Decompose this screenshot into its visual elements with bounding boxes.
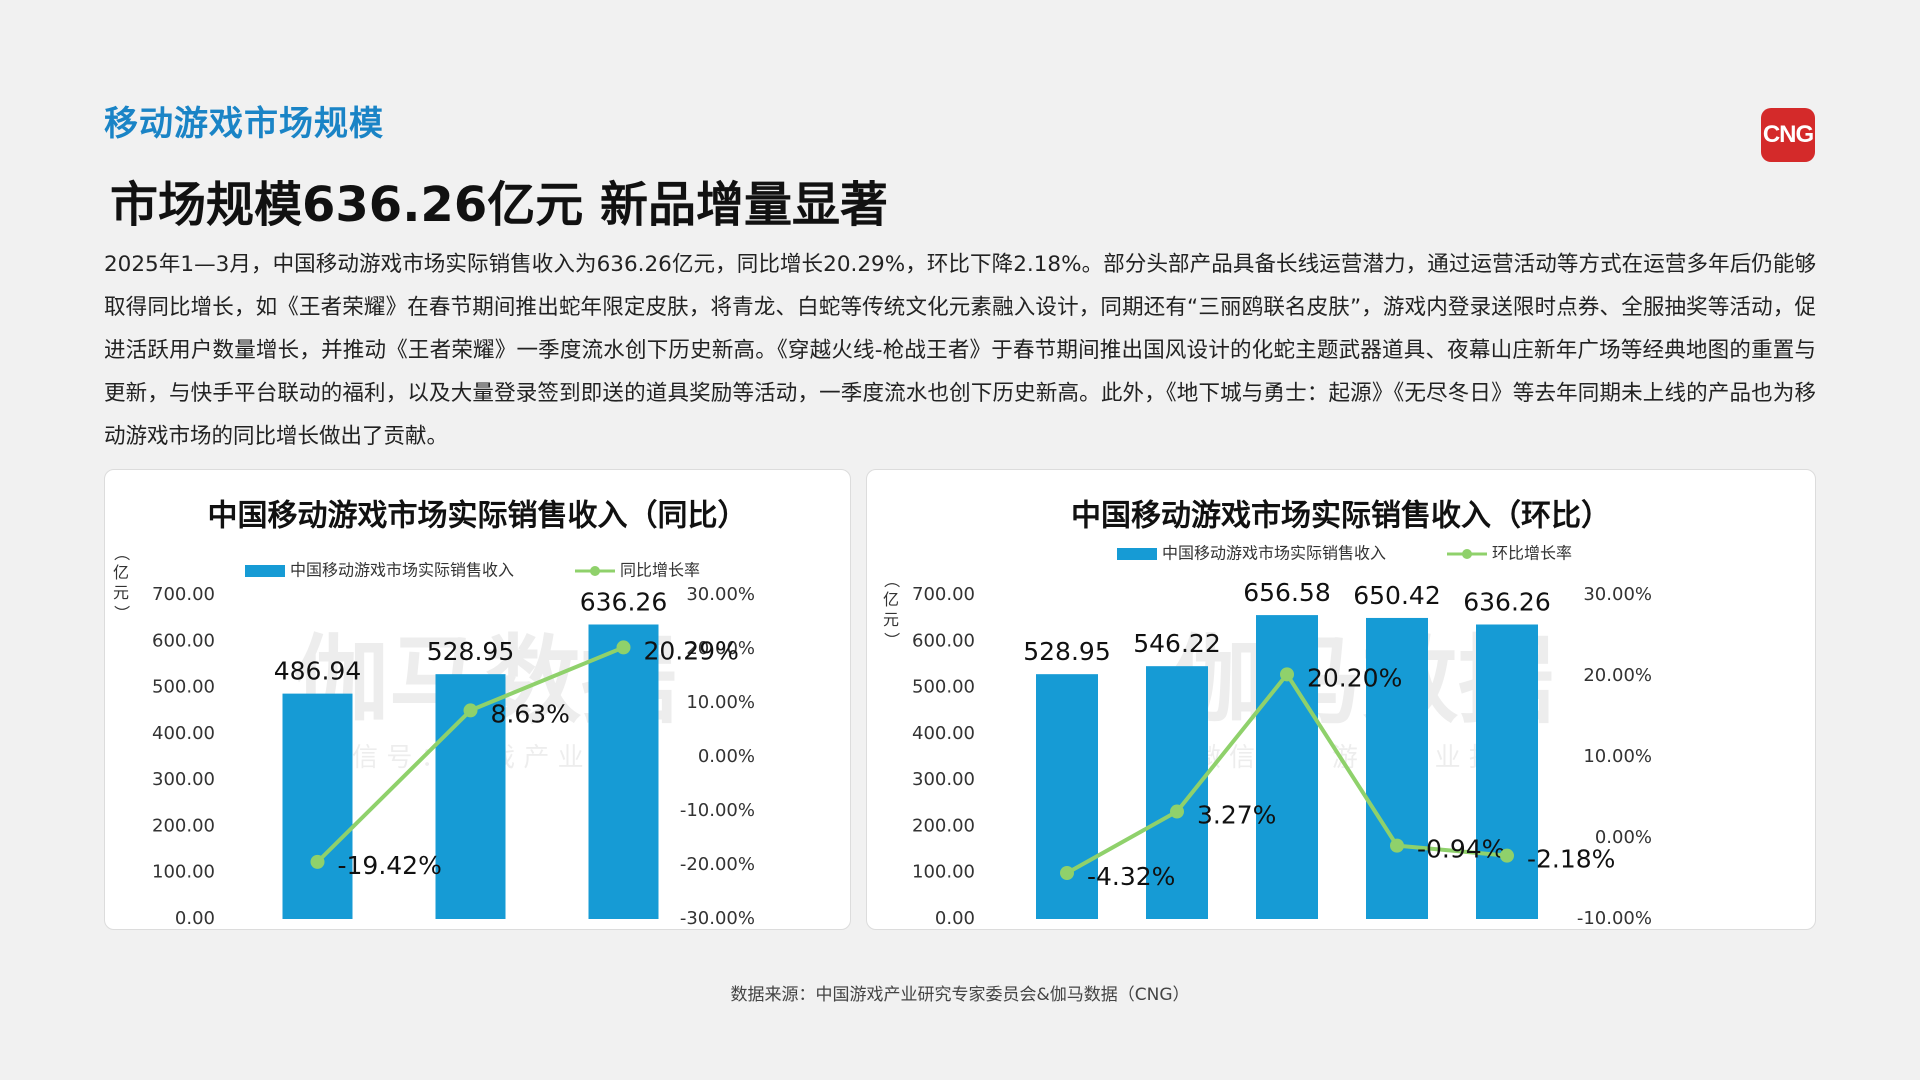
right-axis-tick: -10.00%	[680, 800, 755, 821]
bar	[588, 624, 659, 919]
y-axis-label-char: 亿	[883, 590, 899, 609]
bar-value-label: 656.58	[1243, 578, 1330, 607]
left-axis-tick: 0.00	[175, 908, 215, 929]
y-axis-label-char: （	[112, 545, 131, 561]
right-axis-tick: 10.00%	[686, 692, 755, 713]
left-axis-tick: 400.00	[912, 723, 975, 744]
legend-line-marker	[590, 566, 600, 576]
left-axis-tick: 100.00	[152, 862, 215, 883]
left-axis-tick: 200.00	[912, 815, 975, 836]
cng-logo: CNG	[1761, 108, 1815, 162]
growth-point	[1060, 865, 1074, 880]
growth-label: 8.63%	[491, 699, 570, 728]
growth-label: -0.94%	[1417, 835, 1505, 864]
y-axis-label-char: 亿	[113, 563, 129, 582]
bar-value-label: 546.22	[1133, 629, 1220, 658]
growth-point	[463, 703, 478, 718]
right-axis-tick: -30.00%	[680, 908, 755, 929]
qoq-chart-panel: 伽马数据微 信 号 ： 游 戏 产 业 报 告中国移动游戏市场实际销售收入（环比…	[866, 469, 1816, 930]
bar	[1146, 666, 1208, 919]
left-axis-tick: 700.00	[912, 584, 975, 605]
y-axis-label-char: （	[882, 572, 901, 588]
y-axis-label: （ 亿元 ）	[112, 545, 131, 621]
bar-value-label: 486.94	[274, 657, 361, 686]
bar	[1366, 617, 1428, 919]
left-axis-tick: 100.00	[912, 862, 975, 883]
legend-line-label: 环比增长率	[1492, 544, 1572, 563]
y-axis-label-char: 元	[113, 583, 129, 602]
left-axis-tick: 300.00	[152, 769, 215, 790]
left-axis-tick: 300.00	[912, 769, 975, 790]
right-axis-tick: 30.00%	[686, 584, 755, 605]
y-axis-label-char: ）	[112, 605, 131, 621]
growth-label: -19.42%	[338, 851, 442, 880]
right-axis-tick: -10.00%	[1577, 908, 1652, 929]
left-axis-tick: 200.00	[152, 815, 215, 836]
right-axis-tick: 0.00%	[1595, 827, 1652, 848]
growth-label: 20.20%	[1307, 663, 1402, 692]
growth-point	[1500, 848, 1514, 863]
legend-bar-label: 中国移动游戏市场实际销售收入	[290, 561, 514, 580]
right-axis-tick: 20.00%	[1583, 665, 1652, 686]
growth-label: 20.29%	[644, 636, 739, 665]
bar-value-label: 528.95	[427, 637, 514, 666]
legend-bar-swatch	[245, 565, 285, 577]
chart-title: 中国移动游戏市场实际销售收入（环比）	[1071, 499, 1611, 534]
right-axis-tick: 30.00%	[1583, 584, 1652, 605]
bar-value-label: 636.26	[580, 588, 667, 617]
watermark-subtext: 微 信 号 ： 游 戏 产 业 报 告	[1195, 743, 1529, 773]
growth-label: -2.18%	[1527, 845, 1615, 874]
left-axis-tick: 600.00	[152, 630, 215, 651]
growth-label: -4.32%	[1087, 862, 1175, 891]
data-source: 数据来源：中国游戏产业研究专家委员会&伽马数据（CNG）	[730, 985, 1190, 1005]
legend-bar-label: 中国移动游戏市场实际销售收入	[1162, 544, 1386, 563]
chart-title: 中国移动游戏市场实际销售收入（同比）	[208, 499, 748, 534]
y-axis-label: （ 亿元 ）	[882, 572, 901, 648]
growth-point	[1170, 804, 1184, 819]
chart-legend: 中国移动游戏市场实际销售收入 同比增长率	[245, 561, 700, 580]
growth-point	[1280, 667, 1294, 682]
left-axis-tick: 500.00	[152, 677, 215, 698]
legend-line-marker	[1462, 549, 1472, 559]
growth-point	[616, 640, 631, 655]
bar	[1256, 615, 1318, 919]
legend-bar-swatch	[1117, 548, 1157, 560]
bar-value-label: 636.26	[1463, 588, 1550, 617]
left-axis-tick: 700.00	[152, 584, 215, 605]
left-axis-tick: 0.00	[935, 908, 975, 929]
right-axis-tick: -20.00%	[680, 854, 755, 875]
growth-point	[310, 854, 325, 869]
legend-line-label: 同比增长率	[620, 561, 700, 580]
growth-point	[1390, 838, 1404, 853]
right-axis-tick: 20.00%	[686, 638, 755, 659]
section-title: 移动游戏市场规模	[104, 104, 384, 144]
right-axis-tick: 10.00%	[1583, 746, 1652, 767]
left-axis-tick: 400.00	[152, 723, 215, 744]
y-axis-label-char: ）	[882, 632, 901, 648]
left-axis-tick: 600.00	[912, 630, 975, 651]
bar	[1476, 624, 1538, 919]
chart-legend: 中国移动游戏市场实际销售收入 环比增长率	[1117, 544, 1572, 563]
bar	[282, 693, 353, 919]
bar-value-label: 528.95	[1023, 637, 1110, 666]
right-axis-tick: 0.00%	[698, 746, 755, 767]
y-axis-label-char: 元	[883, 610, 899, 629]
growth-label: 3.27%	[1197, 801, 1276, 830]
bar-value-label: 650.42	[1353, 581, 1440, 610]
left-axis-tick: 500.00	[912, 677, 975, 698]
page-headline: 市场规模636.26亿元 新品增量显著	[110, 177, 888, 233]
body-paragraph: 2025年1—3月，中国移动游戏市场实际销售收入为636.26亿元，同比增长20…	[104, 252, 1816, 449]
